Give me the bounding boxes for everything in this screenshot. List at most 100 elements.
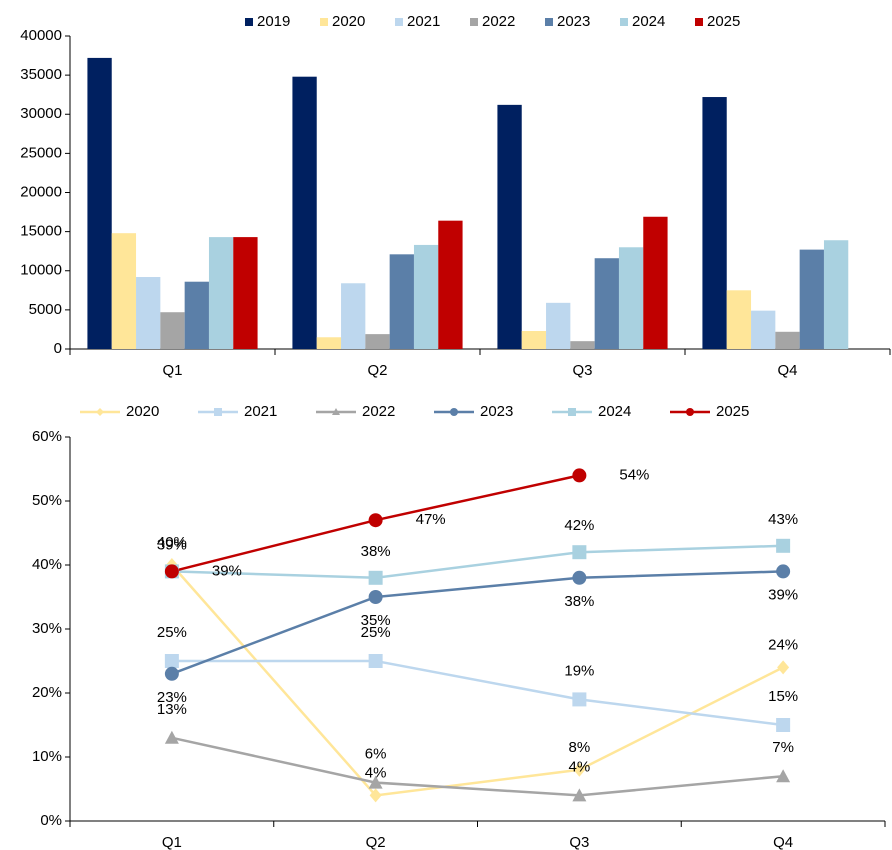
legend-label: 2019 [257,13,290,30]
point [164,666,179,681]
legend-label: 2024 [598,403,631,420]
bar [594,258,619,349]
legend-swatch [695,18,703,26]
point [164,654,179,668]
point [573,762,586,777]
point [777,660,790,675]
bar [497,104,522,349]
point [776,718,791,732]
bar [438,220,463,349]
bar [389,254,414,349]
legend-label: 2020 [332,13,365,30]
y-tick-label: 0% [40,812,62,829]
legend-marker [568,408,576,416]
bar [775,331,800,349]
bar [521,331,547,349]
data-label: 40% [157,534,187,551]
bar [233,237,258,349]
y-tick-label: 50% [32,492,62,509]
y-tick-label: 40% [32,556,62,573]
y-tick-label: 30% [32,620,62,637]
point [572,788,587,802]
legend-label: 2023 [480,403,513,420]
bar [618,247,644,349]
y-tick-label: 0 [54,340,62,357]
y-tick-label: 25000 [20,144,62,161]
data-label: 39% [768,586,798,603]
y-tick-label: 10000 [20,262,62,279]
bar [208,237,234,349]
point [164,730,179,744]
data-label: 43% [768,511,798,528]
data-label: 39% [157,536,187,553]
legend-label: 2020 [126,403,159,420]
x-tick-label: Q3 [572,362,592,379]
bar [643,216,668,349]
point [164,564,179,579]
data-label: 4% [365,764,387,781]
data-label: 38% [564,593,594,610]
point [369,788,382,803]
data-label: 47% [416,511,446,528]
data-label: 7% [772,739,794,756]
point [572,468,587,483]
series-line [171,736,784,797]
legend-marker [332,408,340,415]
point [776,538,791,553]
bar [702,97,727,349]
legend-swatch [320,18,328,26]
legend-swatch [395,18,403,26]
point [776,769,791,783]
legend-marker [96,408,104,416]
point [368,513,383,528]
bar [136,277,161,349]
legend-label: 2023 [557,13,590,30]
data-label: 38% [361,543,391,560]
legend-label: 2024 [632,13,665,30]
point [572,692,587,707]
series-line [171,570,784,675]
data-label: 42% [564,517,594,534]
data-label: 23% [157,689,187,706]
legend-marker [686,408,694,416]
bar [570,341,595,349]
data-label: 8% [569,739,591,756]
data-label: 19% [564,662,594,679]
point [572,570,587,585]
data-label: 35% [361,612,391,629]
data-label: 6% [365,746,387,763]
legend-swatch [545,18,553,26]
point [776,564,791,579]
legend-label: 2021 [407,13,440,30]
x-tick-label: Q1 [162,834,182,850]
legend-marker [214,408,222,416]
bar [413,244,439,349]
y-tick-label: 40000 [20,27,62,44]
bar [160,312,185,349]
y-tick-label: 20% [32,684,62,701]
data-label: 13% [157,701,187,718]
y-tick-label: 35000 [20,66,62,83]
legend-swatch [620,18,628,26]
data-label: 25% [157,624,187,641]
bar [546,302,571,349]
legend-label: 2022 [482,13,515,30]
legend-swatch [245,18,253,26]
bar [292,76,317,349]
bar [184,281,209,349]
x-tick-label: Q1 [162,362,182,379]
series-line [171,659,784,727]
bar [726,290,752,349]
x-tick-label: Q4 [773,834,793,850]
bar [341,283,366,349]
series-line [171,544,784,580]
legend-label: 2025 [707,13,740,30]
legend-label: 2021 [244,403,277,420]
bar [823,240,849,349]
data-label: 24% [768,636,798,653]
data-label: 39% [212,562,242,579]
point [368,654,383,668]
data-label: 15% [768,688,798,705]
x-tick-label: Q3 [569,834,589,850]
